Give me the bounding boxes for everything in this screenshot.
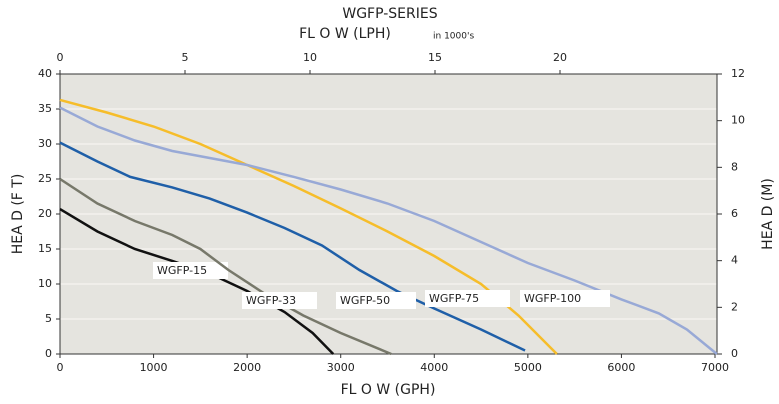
- series-label: WGFP-50: [340, 294, 390, 307]
- y-tick-label: 35: [38, 102, 52, 115]
- x2-tick-label: 0: [57, 51, 64, 64]
- y-tick-label: 40: [38, 67, 52, 80]
- chart-title: WGFP-SERIES: [342, 6, 437, 22]
- y2-tick-label: 6: [731, 207, 738, 220]
- x-tick-label: 4000: [420, 361, 448, 374]
- series-line: [59, 141, 526, 352]
- x-tick-label: 6000: [607, 361, 635, 374]
- label-box: [242, 292, 317, 309]
- y2-axis-label: HEA D (M): [760, 178, 776, 250]
- series-label: WGFP-33: [246, 294, 296, 307]
- label-box: [336, 292, 416, 309]
- x2-tick-label: 20: [553, 51, 567, 64]
- label-box: [153, 262, 228, 279]
- x2-tick-label: 15: [428, 51, 442, 64]
- y-tick-label: 30: [38, 137, 52, 150]
- y-tick-label: 5: [45, 312, 52, 325]
- x-tick-label: 0: [57, 361, 64, 374]
- x-tick-label: 2000: [233, 361, 261, 374]
- x-tick-label: 1000: [140, 361, 168, 374]
- y2-tick-label: 10: [731, 114, 745, 127]
- y2-tick-label: 0: [731, 347, 738, 360]
- y-tick-label: 15: [38, 242, 52, 255]
- y-axis-label: HEA D (F T): [10, 174, 26, 255]
- series-line: [59, 106, 718, 355]
- series-label: WGFP-100: [524, 292, 581, 305]
- x2-axis-note: in 1000's: [433, 32, 474, 42]
- series-line: [59, 177, 392, 356]
- label-box: [425, 290, 510, 307]
- x-tick-label: 7000: [701, 361, 729, 374]
- x2-tick-label: 5: [182, 51, 189, 64]
- label-box: [520, 290, 610, 307]
- series-line: [59, 98, 558, 355]
- y-tick-label: 25: [38, 172, 52, 185]
- y-tick-label: 20: [38, 207, 52, 220]
- x-axis-label: FL O W (GPH): [341, 382, 436, 398]
- y-tick-label: 10: [38, 277, 52, 290]
- y2-tick-label: 2: [731, 300, 738, 313]
- x2-tick-label: 10: [303, 51, 317, 64]
- x-tick-label: 5000: [514, 361, 542, 374]
- y2-tick-label: 4: [731, 254, 738, 267]
- y2-tick-label: 8: [731, 160, 738, 173]
- y2-tick-label: 12: [731, 67, 745, 80]
- series-label: WGFP-15: [157, 264, 207, 277]
- y-tick-label: 0: [45, 347, 52, 360]
- series-label: WGFP-75: [429, 292, 479, 305]
- x-tick-label: 3000: [327, 361, 355, 374]
- x2-axis-label: FL O W (LPH): [299, 26, 391, 42]
